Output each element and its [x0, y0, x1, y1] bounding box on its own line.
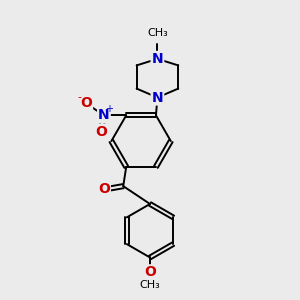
Text: CH₃: CH₃: [140, 280, 160, 290]
Text: -: -: [78, 92, 82, 102]
Text: N: N: [152, 52, 163, 66]
Text: N: N: [152, 91, 163, 104]
Text: N: N: [98, 108, 110, 122]
Text: O: O: [95, 125, 107, 139]
Text: O: O: [98, 182, 110, 196]
Text: +: +: [105, 104, 113, 114]
Text: O: O: [144, 265, 156, 279]
Text: CH₃: CH₃: [147, 28, 168, 38]
Text: O: O: [80, 97, 92, 110]
